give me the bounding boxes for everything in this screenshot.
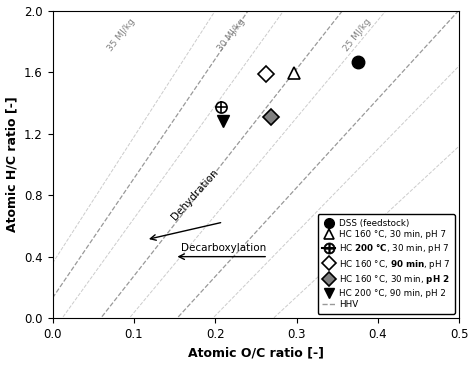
Text: Decarboxylation: Decarboxylation (181, 243, 266, 253)
Text: 35 MJ/kg: 35 MJ/kg (106, 17, 137, 53)
X-axis label: Atomic O/C ratio [-]: Atomic O/C ratio [-] (188, 346, 324, 360)
Y-axis label: Atomic H/C ratio [-]: Atomic H/C ratio [-] (6, 96, 18, 232)
Text: Dehydration: Dehydration (170, 167, 220, 222)
Legend: DSS (feedstock), HC 160 °C, 30 min, pH 7, HC $\mathbf{200\ °C}$, 30 min, pH 7, H: DSS (feedstock), HC 160 °C, 30 min, pH 7… (318, 214, 455, 314)
Text: 25 MJ/kg: 25 MJ/kg (342, 17, 373, 53)
Text: 30 MJ/kg: 30 MJ/kg (216, 17, 247, 53)
